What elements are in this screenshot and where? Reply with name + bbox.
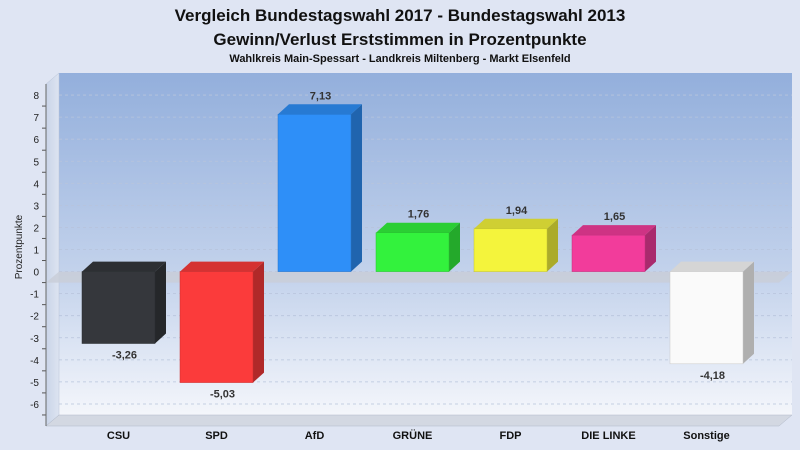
chart-subsubtitle: Wahlkreis Main-Spessart - Landkreis Milt… (229, 53, 570, 65)
value-label: 1,76 (408, 209, 429, 221)
bar-side (351, 104, 362, 272)
bars: -3,26 -5,03 7,13 1,76 1,94 1,65 -4,18 (81, 90, 754, 401)
value-label: 1,65 (604, 211, 625, 223)
y-axis: 8 7 6 5 4 3 2 1 0 -1 -2 -3 -4 -5 -6 (30, 84, 47, 426)
value-label: -3,26 (112, 350, 137, 362)
bar-front (277, 114, 352, 272)
y-tick-label: 5 (33, 157, 39, 168)
bar-side (155, 261, 166, 344)
bar-top (376, 222, 460, 233)
bar-top (180, 261, 264, 272)
y-tick-label: 6 (33, 135, 39, 146)
y-tick-label: -4 (30, 356, 39, 367)
bar-front (375, 232, 450, 272)
x-tick-label: GRÜNE (393, 429, 433, 442)
y-tick-label: 3 (33, 201, 39, 212)
bar-side (743, 261, 754, 364)
value-label: 7,13 (310, 90, 331, 102)
x-tick-label: FDP (500, 430, 522, 442)
y-tick-label: 7 (33, 113, 39, 124)
x-axis: CSU SPD AfD GRÜNE FDP DIE LINKE Sonstige (107, 429, 730, 442)
x-tick-label: CSU (107, 430, 130, 442)
bar-front (571, 234, 646, 272)
y-tick-label: -1 (30, 290, 39, 301)
y-tick-label: 2 (33, 223, 39, 234)
y-tick-label: -6 (30, 400, 39, 411)
x-tick-label: AfD (305, 430, 325, 442)
bar-top (670, 261, 754, 272)
bar-front (81, 271, 156, 344)
bar-front (179, 271, 254, 383)
bar-side (645, 225, 656, 272)
bar-side (253, 261, 264, 383)
chart-subtitle: Gewinn/Verlust Erststimmen in Prozentpun… (213, 30, 586, 49)
y-tick-label: 0 (33, 268, 39, 279)
bar-side (547, 218, 558, 272)
bar-top (82, 261, 166, 272)
y-tick-label: -5 (30, 378, 39, 389)
value-label: 1,94 (506, 205, 528, 217)
floor (45, 414, 793, 427)
bar-spd: -5,03 (179, 261, 264, 401)
bar-fdp: 1,94 (473, 205, 558, 272)
bar-front (669, 271, 744, 365)
bar-top (474, 218, 558, 229)
y-tick-label: 1 (33, 246, 39, 257)
bar-top (572, 225, 656, 236)
bar-grüne: 1,76 (375, 209, 460, 272)
value-label: -5,03 (210, 389, 235, 401)
y-tick-label: 8 (33, 91, 39, 102)
y-axis-label: Prozentpunkte (14, 214, 25, 279)
y-tick-label: 4 (33, 179, 39, 190)
x-tick-label: Sonstige (683, 430, 729, 442)
left-wall (45, 72, 60, 427)
value-label: -4,18 (700, 370, 725, 382)
bar-die-linke: 1,65 (571, 211, 656, 272)
bar-side (449, 222, 460, 272)
bar-front (473, 228, 548, 272)
x-tick-label: SPD (205, 430, 228, 442)
x-tick-label: DIE LINKE (581, 430, 635, 442)
bar-top (278, 104, 362, 115)
y-tick-label: -3 (30, 334, 39, 345)
y-tick-label: -2 (30, 312, 39, 323)
bar-sonstige: -4,18 (669, 261, 754, 382)
bar-csu: -3,26 (81, 261, 166, 362)
chart-title: Vergleich Bundestagswahl 2017 - Bundesta… (175, 6, 626, 25)
bar-afd: 7,13 (277, 90, 362, 272)
